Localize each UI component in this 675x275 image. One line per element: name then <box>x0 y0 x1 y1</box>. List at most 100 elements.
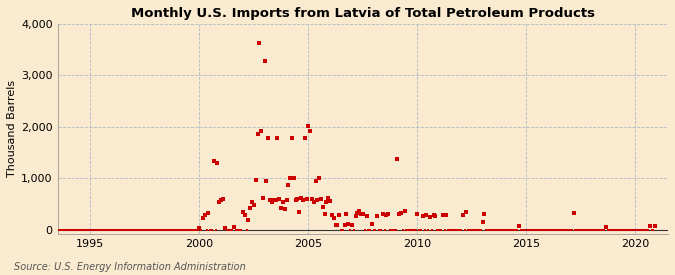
Point <box>383 212 394 216</box>
Point <box>490 228 501 232</box>
Point <box>194 225 205 230</box>
Point <box>524 228 535 232</box>
Point <box>56 228 67 232</box>
Point <box>119 228 130 232</box>
Point <box>421 213 432 217</box>
Point <box>219 226 230 230</box>
Point <box>205 228 215 232</box>
Point <box>408 228 419 232</box>
Point <box>290 198 301 202</box>
Point <box>85 228 96 232</box>
Point <box>341 212 352 216</box>
Point <box>298 198 308 202</box>
Point <box>481 228 492 232</box>
Point <box>61 228 72 232</box>
Point <box>183 228 194 232</box>
Point <box>317 204 328 209</box>
Point <box>241 228 252 232</box>
Point <box>348 228 359 232</box>
Point <box>114 228 125 232</box>
Point <box>109 228 119 232</box>
Point <box>198 216 209 221</box>
Point <box>581 228 592 232</box>
Point <box>563 228 574 232</box>
Point <box>427 228 437 232</box>
Point <box>381 213 392 218</box>
Point <box>547 228 558 232</box>
Point <box>145 228 156 232</box>
Point <box>201 228 212 232</box>
Point <box>648 228 659 232</box>
Point <box>281 198 292 203</box>
Point <box>410 228 421 232</box>
Point <box>146 228 157 232</box>
Point <box>296 196 306 200</box>
Point <box>618 228 628 232</box>
Point <box>597 228 608 232</box>
Point <box>434 228 445 232</box>
Point <box>123 228 134 232</box>
Point <box>65 228 76 232</box>
Point <box>329 216 340 220</box>
Point <box>485 228 495 232</box>
Point <box>188 228 199 232</box>
Point <box>359 228 370 232</box>
Point <box>488 228 499 232</box>
Point <box>212 161 223 166</box>
Point <box>493 228 504 232</box>
Point <box>54 228 65 232</box>
Point <box>319 212 330 217</box>
Point <box>612 228 622 232</box>
Point <box>343 221 354 226</box>
Point <box>125 228 136 232</box>
Point <box>545 228 556 232</box>
Point <box>117 228 128 232</box>
Point <box>506 228 517 232</box>
Point <box>277 199 288 204</box>
Point <box>379 228 390 232</box>
Point <box>285 176 296 180</box>
Point <box>358 212 369 216</box>
Point <box>512 228 522 232</box>
Point <box>105 228 115 232</box>
Point <box>128 228 139 232</box>
Point <box>152 228 163 232</box>
Point <box>576 228 587 232</box>
Point <box>323 196 333 200</box>
Point <box>269 198 279 203</box>
Point <box>532 228 543 232</box>
Point <box>330 222 341 227</box>
Point <box>539 228 550 232</box>
Point <box>274 197 285 202</box>
Point <box>151 228 161 232</box>
Point <box>345 228 356 232</box>
Point <box>369 228 379 232</box>
Point <box>107 228 117 232</box>
Point <box>599 228 610 232</box>
Point <box>356 212 367 217</box>
Point <box>308 200 319 204</box>
Point <box>639 228 650 232</box>
Point <box>165 228 176 232</box>
Point <box>626 228 637 232</box>
Point <box>541 228 551 232</box>
Point <box>634 228 645 232</box>
Point <box>363 228 374 232</box>
Point <box>127 228 138 232</box>
Point <box>327 213 338 217</box>
Point <box>80 228 90 232</box>
Point <box>499 228 510 232</box>
Point <box>439 228 450 232</box>
Point <box>112 228 123 232</box>
Point <box>637 228 648 232</box>
Point <box>258 196 269 200</box>
Point <box>516 228 526 232</box>
Point <box>94 228 105 232</box>
Point <box>304 129 315 133</box>
Point <box>134 228 144 232</box>
Point <box>103 228 114 232</box>
Point <box>130 228 141 232</box>
Point <box>334 213 345 217</box>
Point <box>435 228 446 232</box>
Point <box>243 217 254 222</box>
